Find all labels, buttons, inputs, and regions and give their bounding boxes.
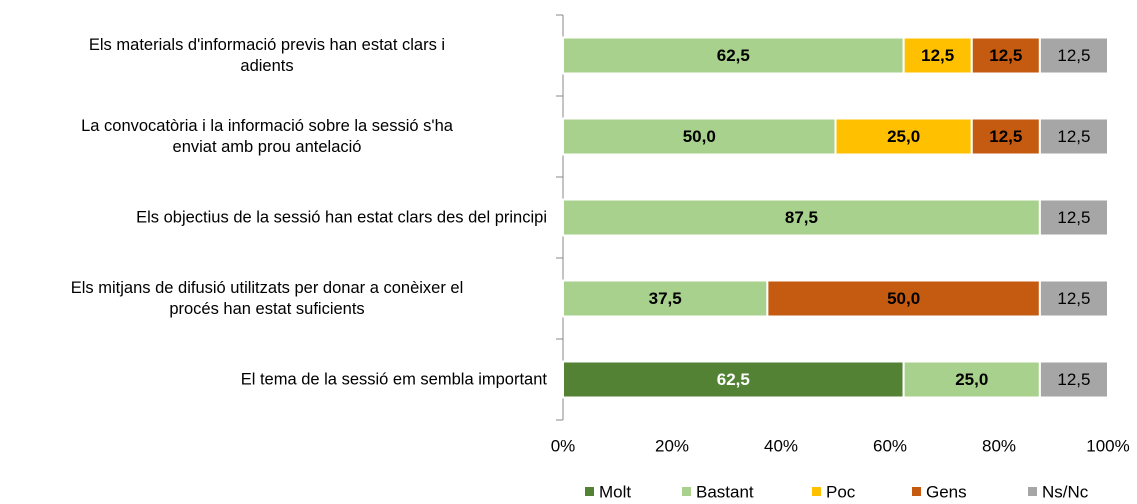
data-label: 12,5 bbox=[1057, 46, 1090, 65]
bar-segment bbox=[1038, 198, 1109, 237]
data-label: 62,5 bbox=[717, 370, 750, 389]
bar-segment bbox=[766, 279, 1041, 318]
data-label: 25,0 bbox=[887, 127, 920, 146]
x-tick-label: 80% bbox=[982, 436, 1016, 455]
legend-swatch bbox=[585, 487, 594, 496]
data-label: 12,5 bbox=[989, 127, 1022, 146]
category-label: El tema de la sessió em sembla important bbox=[240, 370, 547, 388]
category-label: La convocatòria i la informació sobre la… bbox=[81, 116, 453, 156]
bar-segment bbox=[1038, 36, 1109, 75]
data-label: 12,5 bbox=[989, 46, 1022, 65]
legend-swatch bbox=[912, 487, 921, 496]
bar-segment bbox=[562, 198, 1041, 237]
bar-segment bbox=[1038, 360, 1109, 399]
x-tick-label: 20% bbox=[655, 436, 689, 455]
data-label: 62,5 bbox=[717, 46, 750, 65]
category-label: Els mitjans de difusió utilitzats per do… bbox=[70, 278, 464, 318]
bar-segment bbox=[562, 117, 837, 156]
legend-label: Molt bbox=[599, 482, 631, 501]
data-label: 12,5 bbox=[1057, 289, 1090, 308]
category-label: Els objectius de la sessió han estat cla… bbox=[136, 208, 547, 226]
legend-label: Bastant bbox=[696, 482, 754, 501]
bar-segment bbox=[1038, 117, 1109, 156]
legend-swatch bbox=[812, 487, 821, 496]
legend-swatch bbox=[1028, 487, 1037, 496]
legend-label: Gens bbox=[926, 482, 967, 501]
category-label: Els materials d'informació previs han es… bbox=[88, 35, 446, 75]
x-tick-label: 0% bbox=[551, 436, 576, 455]
legend-swatch bbox=[682, 487, 691, 496]
data-label: 12,5 bbox=[1057, 127, 1090, 146]
data-label: 50,0 bbox=[887, 289, 920, 308]
bar-segment bbox=[562, 279, 769, 318]
bar-segment bbox=[562, 360, 905, 399]
bar-segment bbox=[902, 36, 973, 75]
data-label: 25,0 bbox=[955, 370, 988, 389]
data-label: 50,0 bbox=[683, 127, 716, 146]
data-label: 12,5 bbox=[1057, 370, 1090, 389]
x-tick-label: 40% bbox=[764, 436, 798, 455]
x-tick-label: 100% bbox=[1086, 436, 1129, 455]
bar-segment bbox=[562, 36, 905, 75]
x-tick-label: 60% bbox=[873, 436, 907, 455]
bar-segment bbox=[1038, 279, 1109, 318]
data-label: 12,5 bbox=[921, 46, 954, 65]
legend-label: Ns/Nc bbox=[1042, 482, 1089, 501]
data-label: 12,5 bbox=[1057, 208, 1090, 227]
data-label: 87,5 bbox=[785, 208, 818, 227]
data-label: 37,5 bbox=[649, 289, 682, 308]
legend-label: Poc bbox=[826, 482, 856, 501]
